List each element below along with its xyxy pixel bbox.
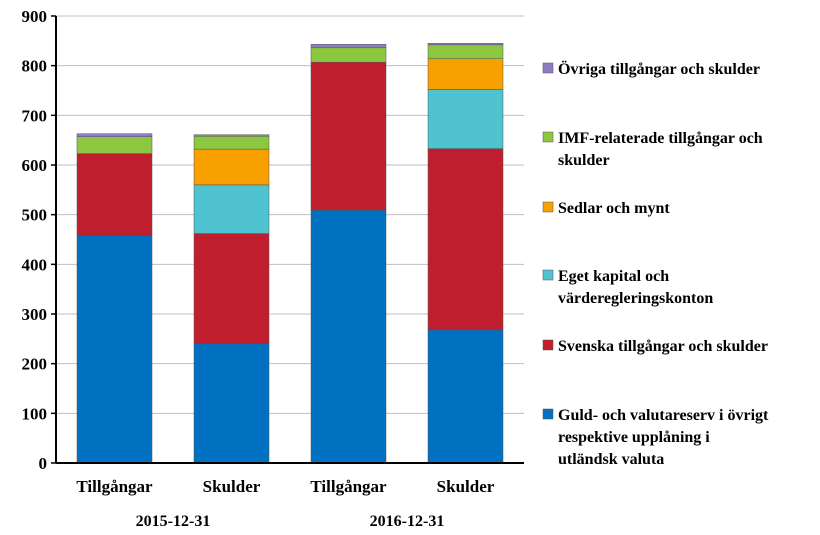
y-axis-ticks: 0 100 200 300 400 500 600 700 800 900 bbox=[22, 7, 56, 473]
legend-label: skulder bbox=[558, 152, 610, 169]
bar-segment bbox=[310, 209, 387, 464]
bar-segment bbox=[76, 153, 153, 236]
bar-segment bbox=[427, 89, 504, 149]
legend-swatch bbox=[542, 269, 554, 281]
y-tick-label: 200 bbox=[22, 355, 48, 374]
legend-label: Guld- och valutareserv i övrigt bbox=[558, 407, 769, 424]
legend-swatch bbox=[542, 339, 554, 351]
x-category-label: Skulder bbox=[437, 477, 495, 496]
y-tick-label: 600 bbox=[22, 156, 48, 175]
y-tick-label: 300 bbox=[22, 305, 48, 324]
bar-segment bbox=[193, 343, 270, 464]
y-tick-label: 500 bbox=[22, 206, 48, 225]
y-tick-label: 800 bbox=[22, 57, 48, 76]
bar-segment bbox=[310, 44, 387, 49]
bar-segment bbox=[427, 329, 504, 464]
x-group-label: 2016-12-31 bbox=[370, 513, 445, 530]
axes bbox=[55, 16, 524, 464]
legend-label: värderegleringskonton bbox=[558, 290, 713, 307]
x-group-label: 2015-12-31 bbox=[136, 513, 211, 530]
bar-segment bbox=[76, 136, 153, 154]
bar-segment bbox=[76, 235, 153, 464]
legend-swatch bbox=[542, 131, 554, 143]
bar-segment bbox=[427, 44, 504, 59]
legend-label: Svenska tillgångar och skulder bbox=[558, 338, 768, 355]
x-category-label: Tillgångar bbox=[76, 477, 153, 496]
bar-segment bbox=[193, 184, 270, 234]
bar-segment bbox=[193, 148, 270, 186]
bar-segment bbox=[193, 135, 270, 150]
legend-label: Sedlar och mynt bbox=[558, 200, 670, 217]
y-tick-label: 400 bbox=[22, 255, 48, 274]
legend-label: IMF-relaterade tillgångar och bbox=[558, 130, 763, 147]
legend: Övriga tillgångar och skulder IMF-relater… bbox=[542, 60, 769, 468]
bar-segment bbox=[76, 133, 153, 137]
y-tick-label: 900 bbox=[22, 7, 48, 26]
bars bbox=[76, 43, 504, 464]
legend-label: Eget kapital och bbox=[558, 268, 669, 285]
legend-label: utländsk valuta bbox=[558, 451, 664, 468]
bar-segment bbox=[310, 47, 387, 63]
y-tick-label: 700 bbox=[22, 106, 48, 125]
legend-label: respektive upplåning i bbox=[558, 429, 710, 446]
bar-segment bbox=[427, 43, 504, 46]
legend-swatch bbox=[542, 408, 554, 420]
x-category-label: Skulder bbox=[203, 477, 261, 496]
legend-swatch bbox=[542, 201, 554, 213]
bar-segment bbox=[193, 134, 270, 137]
y-tick-label: 100 bbox=[22, 404, 48, 423]
y-tick-label: 0 bbox=[39, 454, 48, 473]
legend-label: Övriga tillgångar och skulder bbox=[558, 60, 760, 78]
bar-segment bbox=[427, 58, 504, 90]
legend-swatch bbox=[542, 62, 554, 74]
x-axis-labels: Tillgångar Skulder Tillgångar Skulder 2015-1… bbox=[76, 477, 494, 530]
bar-segment bbox=[427, 148, 504, 331]
x-category-label: Tillgångar bbox=[310, 477, 387, 496]
bar-segment bbox=[193, 233, 270, 345]
bar-segment bbox=[310, 61, 387, 211]
